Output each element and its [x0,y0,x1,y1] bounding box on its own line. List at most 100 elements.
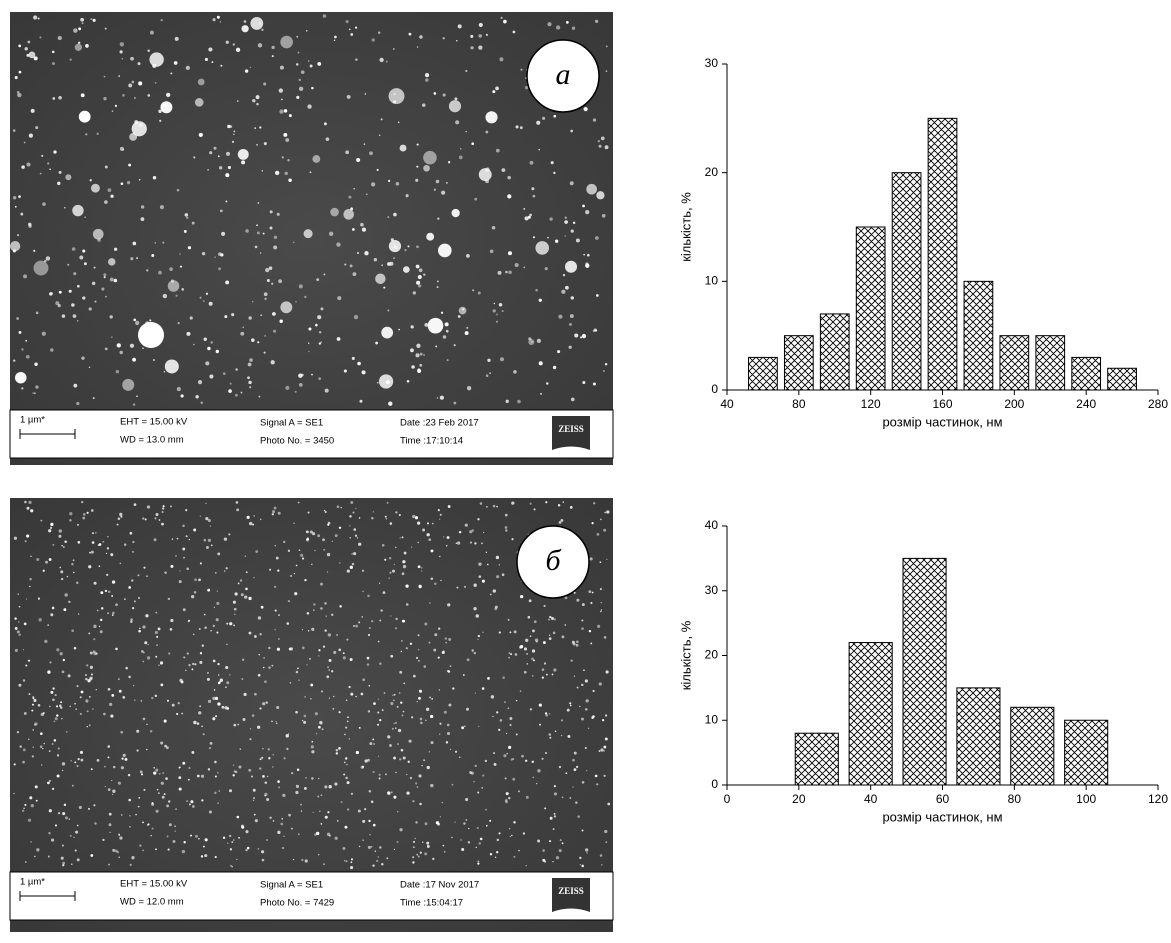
particle [506,752,508,755]
particle [188,663,191,667]
particle [477,638,479,641]
particle [208,301,213,306]
particle [317,534,321,538]
particle [203,613,206,616]
particle [233,624,235,627]
particle [256,224,258,227]
particle [139,844,142,847]
particle [304,787,306,790]
particle [338,747,341,750]
particle [540,392,542,395]
particle [585,210,590,215]
particle [312,811,314,813]
particle [222,836,226,839]
particle [571,640,575,644]
x-axis-title: розмір частинок, нм [882,414,1002,429]
particle [206,677,210,681]
particle [268,757,271,760]
particle [419,35,423,39]
particle [18,621,20,623]
particle [23,807,25,809]
particle [430,549,434,553]
particle [603,774,606,777]
particle [370,800,374,804]
particle [513,821,516,824]
particle [489,853,493,856]
particle [146,824,149,826]
particle [504,526,508,529]
particle [352,624,356,628]
particle [350,501,354,505]
particle [264,794,267,797]
particle [232,774,235,777]
particle [605,45,608,48]
particle [549,816,553,820]
particle [289,647,293,651]
particle [383,286,386,289]
particle [18,70,22,74]
particle [596,783,599,786]
particle [383,692,386,694]
x-tick-label: 240 [1076,397,1096,411]
particle [161,510,164,514]
particle [477,860,480,863]
zeiss-logo [552,416,590,450]
particle [132,540,135,544]
particle [413,846,415,848]
particle [187,621,190,623]
particle [321,728,324,731]
particle [89,179,92,182]
particle [320,690,324,693]
particle [93,624,97,629]
particle [232,600,236,604]
particle [76,764,79,768]
particle [111,110,114,112]
particle [566,708,570,712]
particle [473,583,477,587]
particle [592,118,597,122]
zeiss-text: ZEISS [558,424,584,434]
particle [203,538,207,542]
particle [203,337,207,341]
particle [594,19,599,24]
particle [184,213,189,217]
bar [963,280,994,391]
particle [26,534,30,538]
particle [157,627,161,631]
particle [489,819,492,822]
x-tick-label: 40 [864,792,878,806]
particle [397,811,399,813]
particle [169,267,173,271]
particle [69,519,72,522]
particle [22,649,25,651]
particle [212,717,216,721]
particle [508,270,512,275]
particle [142,625,146,629]
particle [496,505,498,508]
particle [266,798,270,801]
particle [59,652,63,656]
particle [79,696,82,699]
particle [311,373,313,376]
particle [206,546,209,549]
particle [398,692,401,694]
particle [291,772,294,775]
particle [385,773,387,776]
particle [348,195,352,199]
particle [385,60,388,63]
particle [245,229,249,233]
particle [223,537,228,541]
particle [564,235,567,237]
particle [134,699,136,702]
particle [604,829,608,834]
particle [588,629,592,633]
particle [496,575,500,579]
particle [378,773,381,776]
particle [499,57,504,62]
particle [295,710,298,714]
particle [112,611,115,615]
particle [437,217,440,220]
particle [101,287,105,291]
particle [142,821,144,824]
particle [561,796,564,799]
